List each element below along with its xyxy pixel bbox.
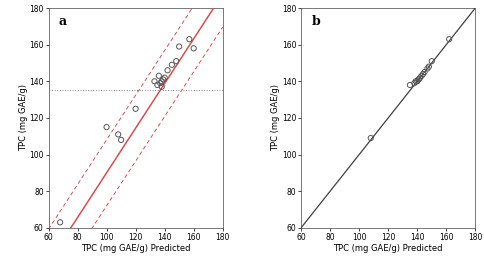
Text: a: a [59, 15, 67, 28]
Point [157, 85, 165, 89]
Point [417, 74, 424, 78]
Point [185, 37, 193, 41]
Point [420, 70, 427, 74]
Point [114, 132, 122, 136]
Y-axis label: TPC (mg GAE/g): TPC (mg GAE/g) [19, 84, 28, 151]
Point [157, 79, 165, 83]
Y-axis label: TPC (mg GAE/g): TPC (mg GAE/g) [271, 84, 280, 151]
Point [414, 77, 422, 82]
Point [132, 107, 139, 111]
Point [151, 79, 158, 83]
Point [154, 74, 162, 78]
Point [424, 65, 432, 69]
Point [405, 83, 413, 87]
Point [172, 59, 180, 63]
X-axis label: TPC (mg GAE/g) Predicted: TPC (mg GAE/g) Predicted [81, 244, 190, 254]
X-axis label: TPC (mg GAE/g) Predicted: TPC (mg GAE/g) Predicted [333, 244, 442, 254]
Point [366, 136, 374, 140]
Point [117, 138, 125, 142]
Point [159, 77, 166, 82]
Point [103, 125, 110, 129]
Point [418, 72, 426, 76]
Point [411, 79, 419, 83]
Point [156, 81, 164, 85]
Point [423, 66, 430, 70]
Text: b: b [311, 15, 319, 28]
Point [167, 63, 175, 67]
Point [415, 76, 423, 80]
Point [444, 37, 452, 41]
Point [56, 220, 64, 225]
Point [160, 76, 168, 80]
Point [409, 81, 417, 85]
Point [153, 83, 161, 87]
Point [414, 77, 422, 82]
Point [189, 46, 197, 50]
Point [412, 79, 420, 83]
Point [427, 59, 435, 63]
Point [175, 44, 182, 49]
Point [163, 68, 171, 72]
